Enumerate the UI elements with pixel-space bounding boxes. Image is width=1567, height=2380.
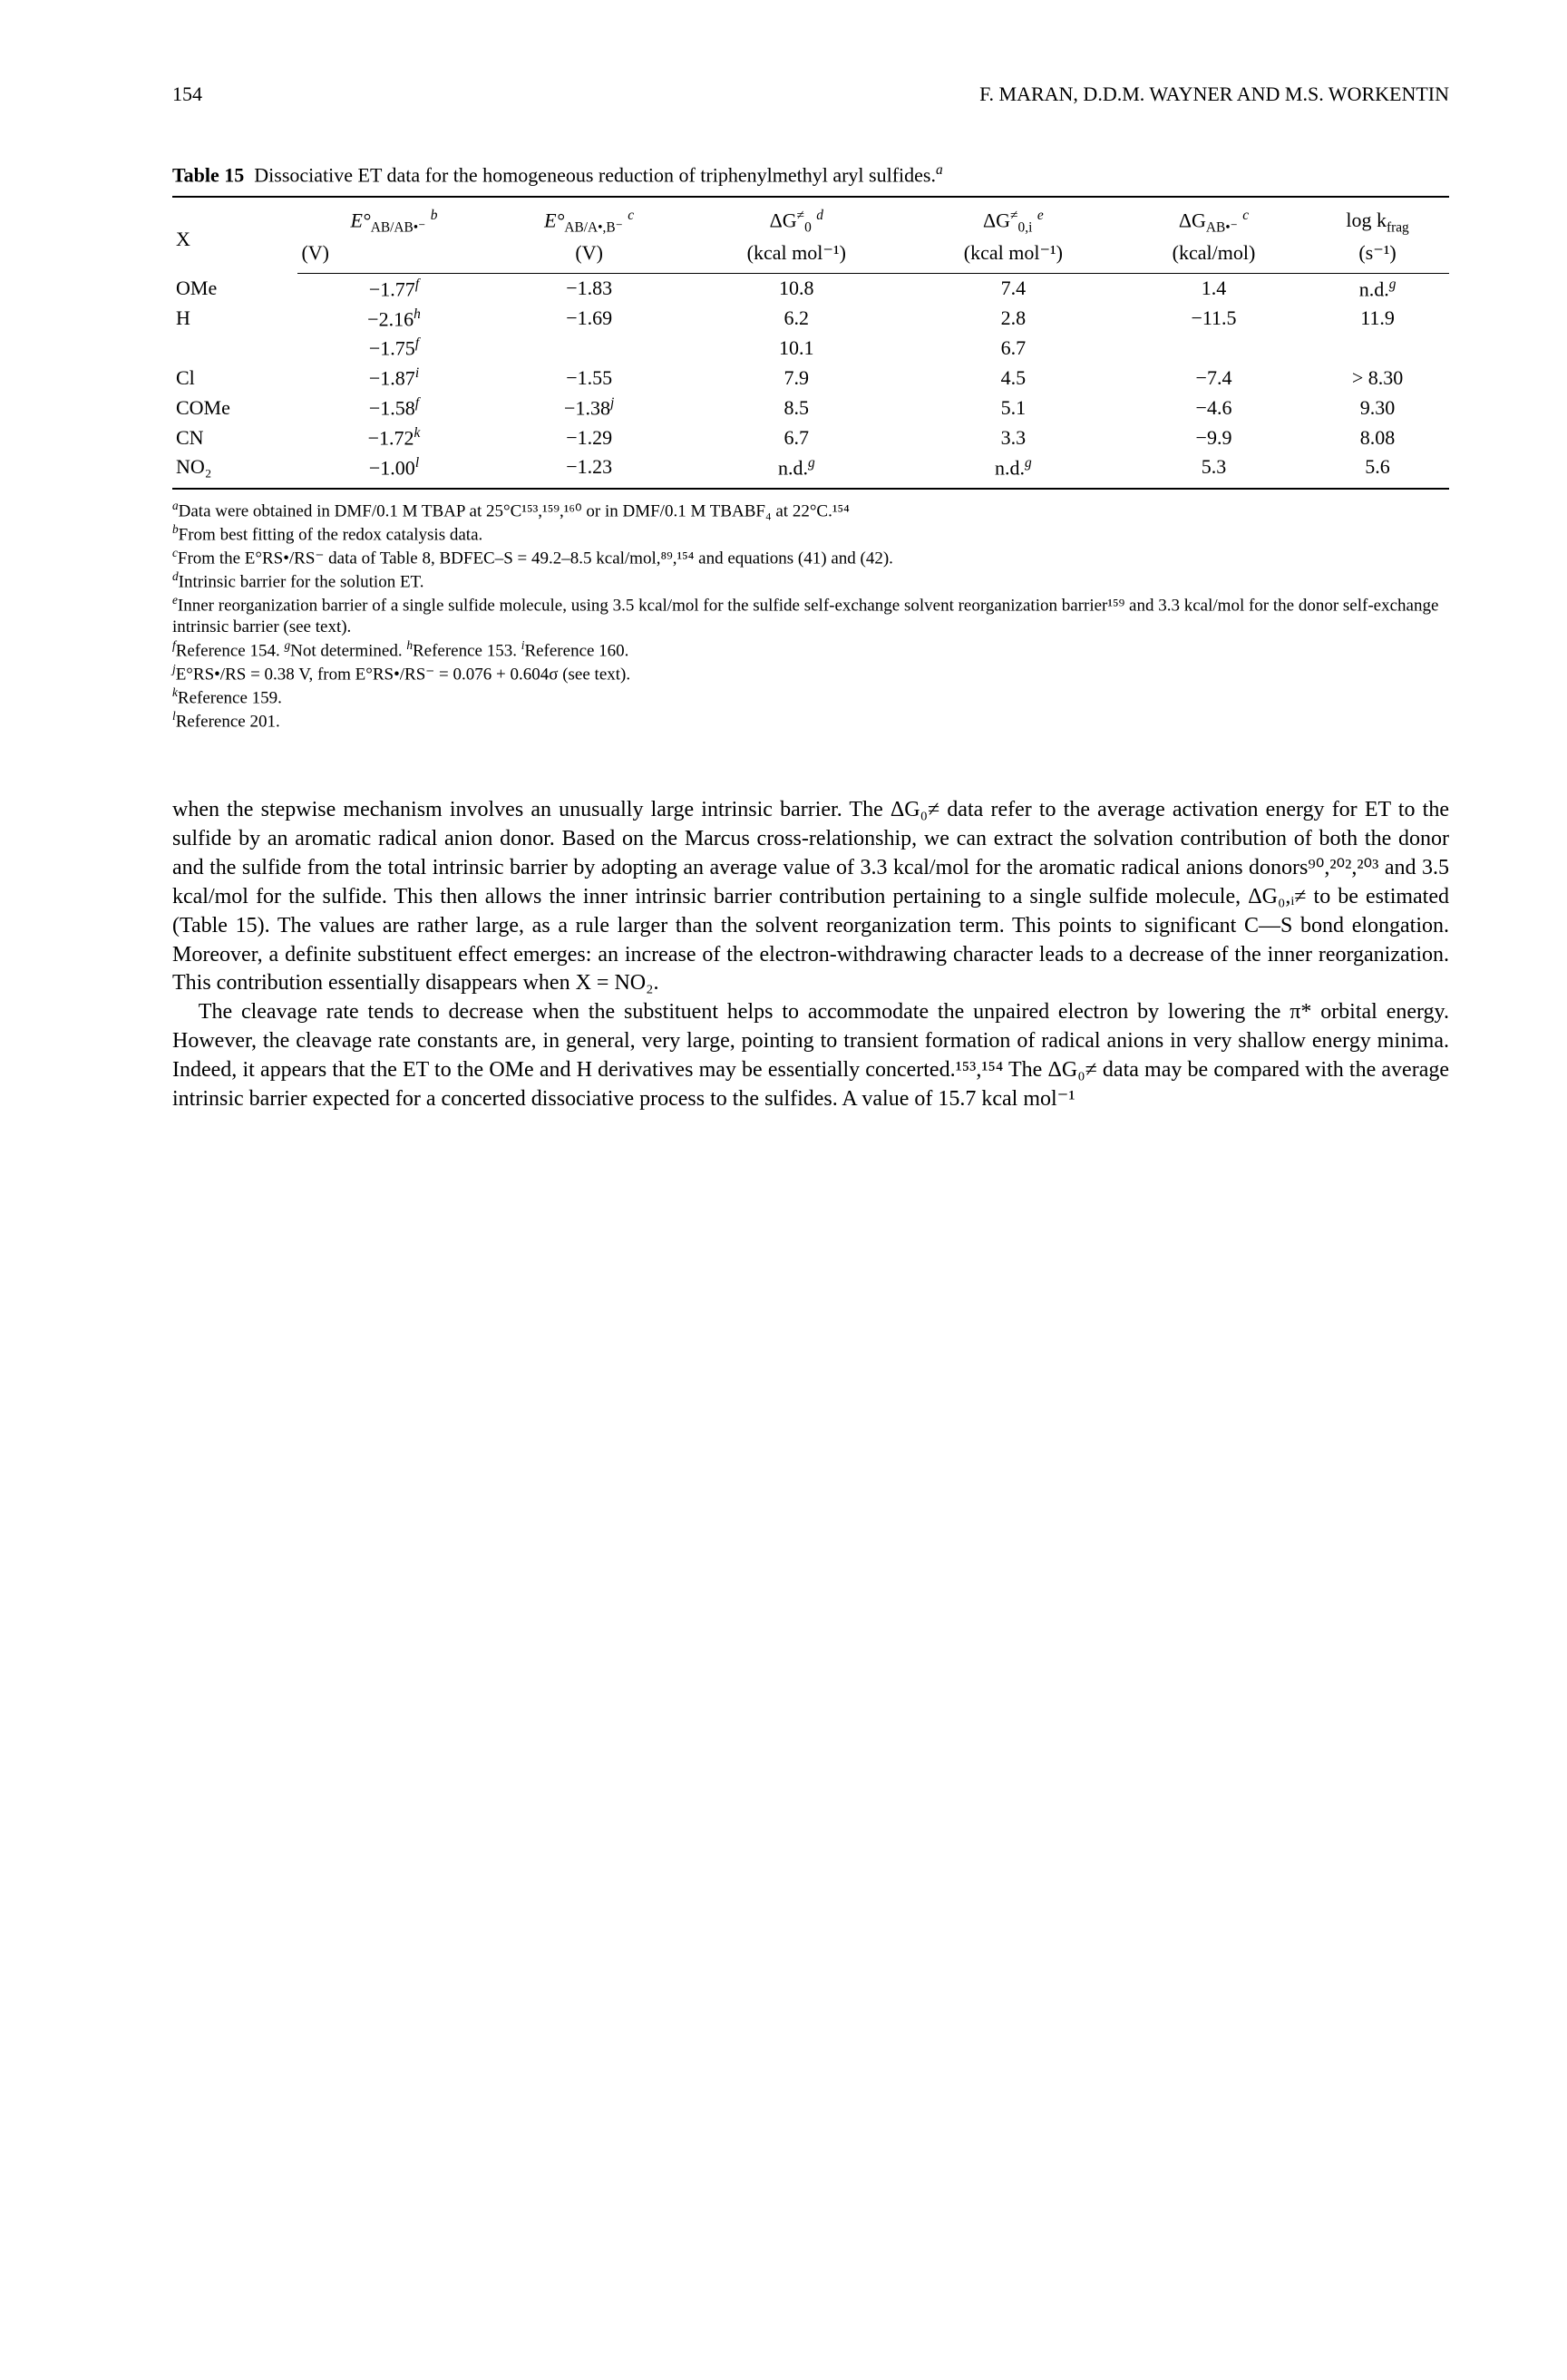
fn-b: From best fitting of the redox catalysis… [179,525,483,544]
table-cell: −1.29 [491,423,688,452]
table-cell: H [172,304,297,334]
table-cell [1122,333,1306,363]
table-cell: −1.72k [297,423,490,452]
page-number: 154 [172,82,202,107]
table-cell: 3.3 [905,423,1122,452]
table-cell: 1.4 [1122,273,1306,303]
fn-i: Reference 160. [524,641,628,660]
fn-e: Inner reorganization barrier of a single… [172,596,1438,636]
table-cell: 10.8 [688,273,905,303]
table-cell: −1.23 [491,452,688,489]
table-cell: −1.75f [297,333,490,363]
table-cell: 7.4 [905,273,1122,303]
col2-top: E°AB/A•,B⁻ c [491,197,688,238]
table-cell: −1.58f [297,393,490,423]
data-table: X E°AB/AB•⁻ b E°AB/A•,B⁻ c ΔG≠0 d ΔG≠0,i… [172,196,1449,489]
col4-bot: (kcal mol⁻¹) [905,238,1122,273]
table-cell: 2.8 [905,304,1122,334]
fn-k: Reference 159. [178,688,282,707]
col3-bot: (kcal mol⁻¹) [688,238,905,273]
col5-top: ΔGAB•⁻ c [1122,197,1306,238]
table-cell: −1.87i [297,363,490,393]
table-cell: CN [172,423,297,452]
table-cell: −1.55 [491,363,688,393]
table-cell: 10.1 [688,333,905,363]
table-row: OMe−1.77f−1.8310.87.41.4n.d.g [172,273,1449,303]
table-cell: n.d.g [905,452,1122,489]
table-cell: NO₂ [172,452,297,489]
table-cell: 6.7 [688,423,905,452]
fn-a: Data were obtained in DMF/0.1 M TBAP at … [179,501,850,520]
table-cell: −9.9 [1122,423,1306,452]
col3-top: ΔG≠0 d [688,197,905,238]
table-cell: 5.3 [1122,452,1306,489]
table-caption-sup: a [936,162,943,178]
table-row: Cl−1.87i−1.557.94.5−7.4> 8.30 [172,363,1449,393]
table-cell [491,333,688,363]
table-cell: n.d.g [688,452,905,489]
table-cell: −1.77f [297,273,490,303]
table-cell [1306,333,1449,363]
col2-bot: (V) [491,238,688,273]
fn-j: E°RS•/RS = 0.38 V, from E°RS•/RS⁻ = 0.07… [176,665,630,684]
table-cell: −11.5 [1122,304,1306,334]
col1-top: E°AB/AB•⁻ b [297,197,490,238]
table-cell: −1.00l [297,452,490,489]
fn-h: Reference 153. [413,641,521,660]
table-footnotes: aData were obtained in DMF/0.1 M TBAP at… [172,499,1449,733]
table-cell: 8.08 [1306,423,1449,452]
table-cell: 6.2 [688,304,905,334]
fn-g: Not determined. [290,641,406,660]
table-cell: −4.6 [1122,393,1306,423]
table-row: CN−1.72k−1.296.73.3−9.98.08 [172,423,1449,452]
col-x: X [172,197,297,273]
table-caption: Table 15 Dissociative ET data for the ho… [172,161,1449,188]
table-caption-text: Dissociative ET data for the homogeneous… [254,163,936,186]
table-cell: 8.5 [688,393,905,423]
table-cell: −7.4 [1122,363,1306,393]
table-cell [172,333,297,363]
table-row: H−2.16h−1.696.22.8−11.511.9 [172,304,1449,334]
table-cell: 11.9 [1306,304,1449,334]
table-cell: 5.1 [905,393,1122,423]
table-cell: −1.83 [491,273,688,303]
table-label: Table 15 [172,163,244,186]
table-row: −1.75f 10.16.7 [172,333,1449,363]
fn-f: Reference 154. [176,641,285,660]
fn-d: Intrinsic barrier for the solution ET. [179,572,424,591]
para-1: when the stepwise mechanism involves an … [172,796,1449,998]
table-cell: −2.16h [297,304,490,334]
table-cell: 5.6 [1306,452,1449,489]
table-cell: OMe [172,273,297,303]
table-cell: 6.7 [905,333,1122,363]
table-cell: Cl [172,363,297,393]
fn-l: Reference 201. [176,712,280,731]
head-authors: F. MARAN, D.D.M. WAYNER AND M.S. WORKENT… [979,82,1449,107]
col1-bot: (V) [297,238,490,273]
table-cell: n.d.g [1306,273,1449,303]
table-row: NO₂−1.00l−1.23n.d.gn.d.g5.35.6 [172,452,1449,489]
col4-top: ΔG≠0,i e [905,197,1122,238]
col6-bot: (s⁻¹) [1306,238,1449,273]
running-head: 154 F. MARAN, D.D.M. WAYNER AND M.S. WOR… [172,82,1449,107]
fn-c: From the E°RS•/RS⁻ data of Table 8, BDFE… [178,549,893,568]
table-cell: 9.30 [1306,393,1449,423]
table-cell: −1.69 [491,304,688,334]
table-cell: 4.5 [905,363,1122,393]
para-2: The cleavage rate tends to decrease when… [172,998,1449,1114]
table-cell: COMe [172,393,297,423]
body-text: when the stepwise mechanism involves an … [172,796,1449,1114]
table-row: COMe−1.58f−1.38j8.55.1−4.69.30 [172,393,1449,423]
table-cell: −1.38j [491,393,688,423]
col6-top: log kfrag [1306,197,1449,238]
table-cell: > 8.30 [1306,363,1449,393]
table-cell: 7.9 [688,363,905,393]
col5-bot: (kcal/mol) [1122,238,1306,273]
